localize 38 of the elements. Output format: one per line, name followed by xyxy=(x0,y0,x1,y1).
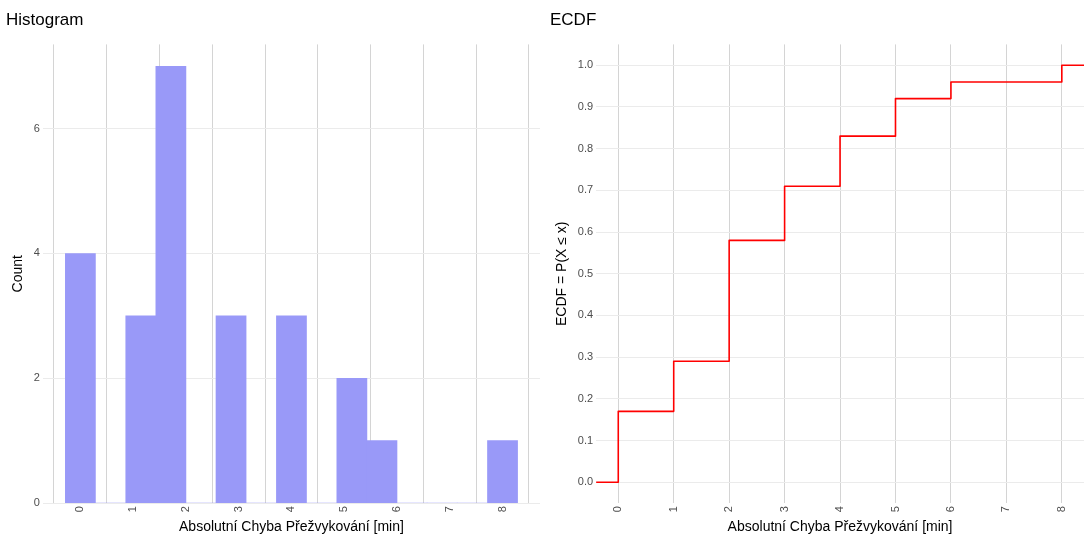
y-tick-label: 6 xyxy=(33,121,40,134)
y-tick-label: 0.0 xyxy=(577,475,594,488)
x-tick-label: 5 xyxy=(337,506,350,513)
y-tick-label: 2 xyxy=(33,371,40,384)
x-axis-title: Absolutní Chyba Přežvykování [min] xyxy=(179,518,404,535)
x-tick-label: 4 xyxy=(284,506,297,513)
y-axis-title: ECDF = P(X ≤ x) xyxy=(553,221,570,327)
y-tick-label: 0.1 xyxy=(577,433,594,446)
y-tick-label: 0.7 xyxy=(577,183,594,196)
y-tick-label: 1.0 xyxy=(577,58,594,71)
x-tick-label: 2 xyxy=(722,506,735,513)
x-tick-label: 1 xyxy=(126,506,139,513)
x-tick-label: 6 xyxy=(390,506,403,513)
y-axis-title: Count xyxy=(9,254,26,293)
chart-title: ECDF xyxy=(550,9,597,29)
x-tick-label: 6 xyxy=(943,506,956,513)
chart-title: Histogram xyxy=(6,9,84,29)
x-tick-label: 7 xyxy=(442,506,455,513)
x-tick-label: 7 xyxy=(999,506,1012,513)
x-tick-label: 8 xyxy=(1054,506,1067,513)
x-tick-label: 8 xyxy=(495,506,508,513)
x-tick-label: 0 xyxy=(73,506,86,513)
y-tick-label: 4 xyxy=(33,246,40,259)
y-tick-label: 0.2 xyxy=(577,391,594,404)
y-tick-label: 0.8 xyxy=(577,141,594,154)
y-tick-label: 0.3 xyxy=(577,350,594,363)
x-tick-label: 0 xyxy=(611,506,624,513)
y-tick-label: 0.4 xyxy=(577,308,594,321)
x-axis-title: Absolutní Chyba Přežvykování [min] xyxy=(727,518,953,535)
x-tick-label: 5 xyxy=(888,506,901,513)
y-tick-label: 0.5 xyxy=(577,266,594,279)
x-tick-label: 3 xyxy=(777,506,790,513)
y-tick-label: 0.6 xyxy=(577,225,594,238)
x-tick-label: 1 xyxy=(666,506,679,513)
y-tick-label: 0.9 xyxy=(577,99,594,112)
x-tick-label: 3 xyxy=(231,506,244,513)
x-tick-label: 2 xyxy=(178,506,191,513)
x-tick-label: 4 xyxy=(833,506,846,513)
